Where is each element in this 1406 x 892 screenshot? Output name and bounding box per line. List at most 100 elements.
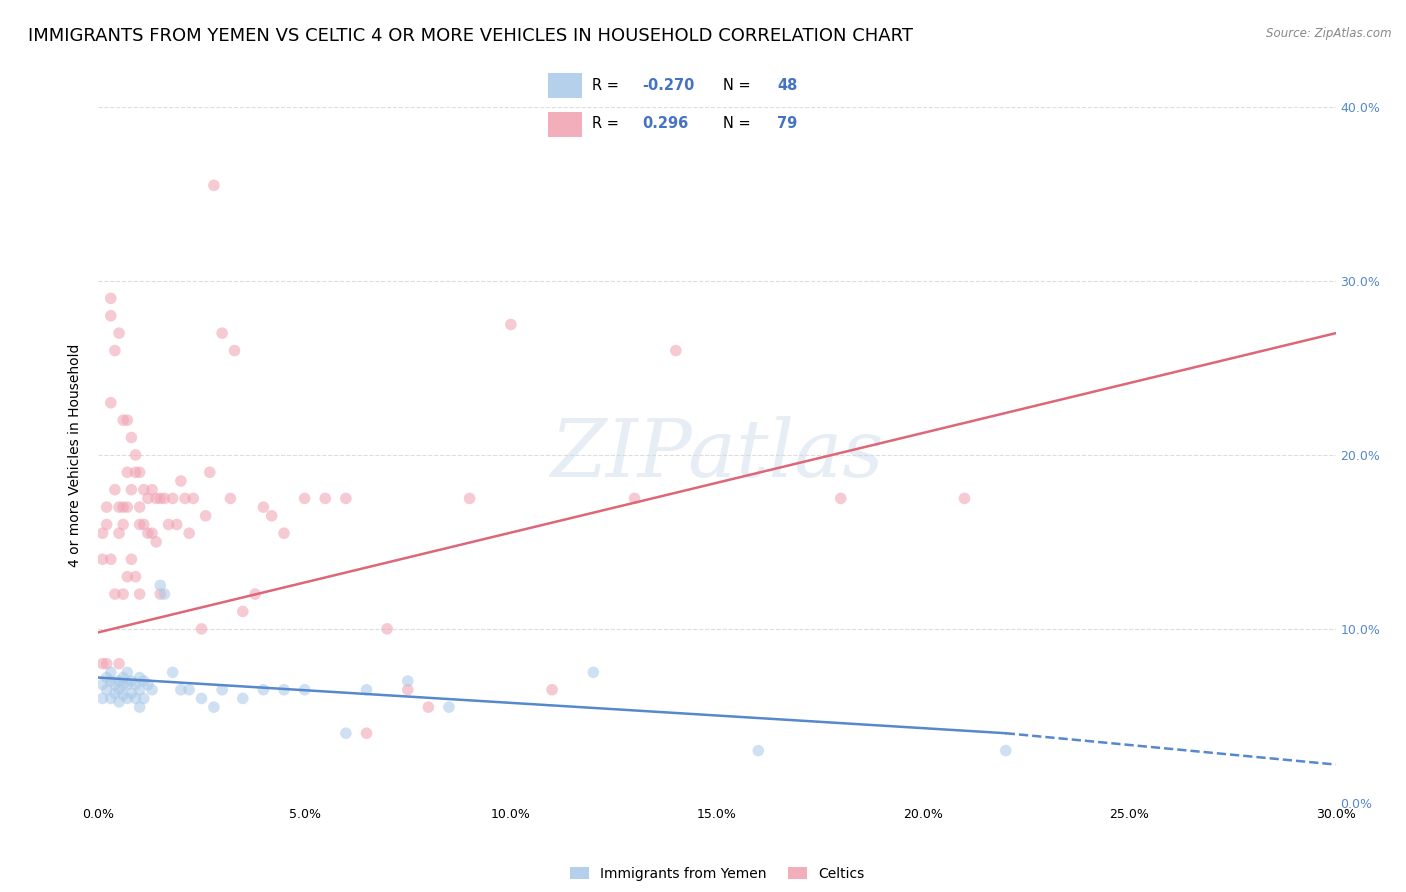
Point: [179, 526, 201, 541]
Point: [252, 682, 274, 697]
Text: 79: 79: [778, 116, 797, 131]
Point: [132, 674, 155, 689]
Point: [120, 686, 142, 700]
Point: [141, 483, 163, 497]
Text: N =: N =: [723, 78, 755, 94]
Point: [91, 691, 114, 706]
Point: [128, 700, 150, 714]
Point: [112, 517, 135, 532]
Text: 48: 48: [778, 78, 797, 94]
Point: [170, 682, 193, 697]
Point: [458, 491, 481, 506]
Point: [91, 657, 114, 671]
Point: [117, 665, 139, 680]
Point: [149, 587, 172, 601]
Text: N =: N =: [723, 116, 755, 131]
Point: [157, 517, 180, 532]
Point: [124, 570, 146, 584]
Point: [211, 326, 233, 340]
Point: [136, 491, 159, 506]
Text: Source: ZipAtlas.com: Source: ZipAtlas.com: [1267, 27, 1392, 40]
Point: [356, 682, 378, 697]
Point: [141, 682, 163, 697]
Point: [104, 483, 127, 497]
Point: [128, 587, 150, 601]
Bar: [548, 72, 582, 98]
Point: [994, 744, 1017, 758]
Point: [120, 674, 142, 689]
Point: [120, 552, 142, 566]
Point: [170, 474, 193, 488]
Text: ZIPatlas: ZIPatlas: [550, 417, 884, 493]
Point: [120, 483, 142, 497]
Point: [96, 657, 118, 671]
Point: [582, 665, 605, 680]
Point: [96, 517, 118, 532]
Point: [104, 587, 127, 601]
Point: [181, 491, 204, 506]
Point: [136, 526, 159, 541]
Point: [162, 491, 184, 506]
Point: [96, 682, 118, 697]
Point: [124, 466, 146, 480]
Point: [224, 343, 246, 358]
Text: -0.270: -0.270: [643, 78, 695, 94]
Bar: [548, 112, 582, 137]
Point: [232, 605, 254, 619]
Point: [91, 677, 114, 691]
Point: [145, 534, 167, 549]
Point: [149, 578, 172, 592]
Point: [145, 491, 167, 506]
Point: [112, 587, 135, 601]
Point: [100, 291, 122, 305]
Text: R =: R =: [592, 78, 623, 94]
Text: IMMIGRANTS FROM YEMEN VS CELTIC 4 OR MORE VEHICLES IN HOUSEHOLD CORRELATION CHAR: IMMIGRANTS FROM YEMEN VS CELTIC 4 OR MOR…: [28, 27, 912, 45]
Point: [294, 491, 316, 506]
Point: [294, 682, 316, 697]
Point: [149, 491, 172, 506]
Point: [162, 665, 184, 680]
Point: [153, 491, 176, 506]
Text: R =: R =: [592, 116, 627, 131]
Point: [100, 665, 122, 680]
Point: [128, 671, 150, 685]
Point: [953, 491, 976, 506]
Legend: Immigrants from Yemen, Celtics: Immigrants from Yemen, Celtics: [564, 861, 870, 887]
Point: [314, 491, 336, 506]
Point: [190, 622, 212, 636]
Point: [117, 570, 139, 584]
Point: [104, 686, 127, 700]
Point: [100, 396, 122, 410]
Point: [104, 343, 127, 358]
Point: [335, 491, 357, 506]
Point: [375, 622, 398, 636]
Point: [108, 657, 131, 671]
Point: [132, 483, 155, 497]
Point: [112, 413, 135, 427]
Point: [124, 691, 146, 706]
Point: [132, 517, 155, 532]
Point: [132, 691, 155, 706]
Point: [108, 500, 131, 514]
Point: [117, 677, 139, 691]
Point: [232, 691, 254, 706]
Point: [108, 682, 131, 697]
Point: [396, 682, 419, 697]
Point: [108, 695, 131, 709]
Point: [665, 343, 688, 358]
Text: 0.296: 0.296: [643, 116, 689, 131]
Point: [260, 508, 283, 523]
Point: [211, 682, 233, 697]
Point: [112, 500, 135, 514]
Point: [112, 671, 135, 685]
Point: [91, 552, 114, 566]
Point: [273, 526, 295, 541]
Point: [623, 491, 645, 506]
Point: [96, 671, 118, 685]
Point: [117, 500, 139, 514]
Point: [437, 700, 460, 714]
Point: [335, 726, 357, 740]
Point: [91, 526, 114, 541]
Point: [179, 682, 201, 697]
Point: [396, 674, 419, 689]
